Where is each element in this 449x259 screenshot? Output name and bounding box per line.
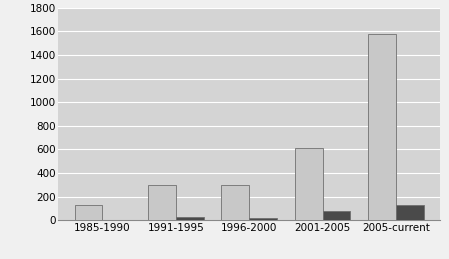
Bar	[295, 148, 322, 220]
Bar	[396, 205, 424, 220]
Bar	[368, 34, 396, 220]
Bar	[176, 217, 204, 220]
Bar	[75, 205, 102, 220]
Bar	[148, 185, 176, 220]
Bar	[322, 211, 351, 220]
Bar	[249, 218, 277, 220]
Bar	[221, 185, 249, 220]
